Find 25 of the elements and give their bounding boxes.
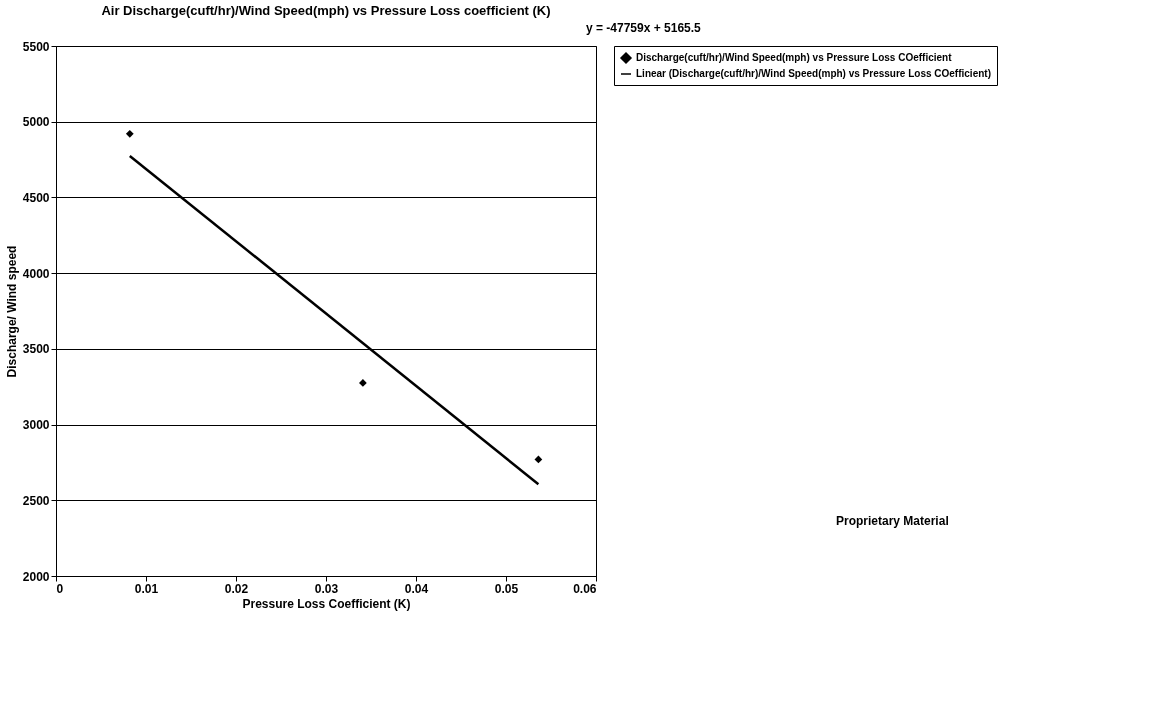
y-tick-label: 5000 [22, 115, 50, 130]
text: Proprietary Material [836, 514, 949, 528]
x-tick-label: 0.02 [224, 581, 249, 596]
point [534, 455, 543, 464]
text: y = -47759x + 5165.5 [586, 21, 702, 35]
x-tick-label: 0.05 [494, 581, 519, 596]
y-tick-label: 2000 [22, 569, 50, 584]
y-tick-label: 2500 [22, 493, 50, 508]
y-tick-label: 3000 [22, 418, 50, 433]
chart-title: Air Discharge(cuft/hr)/Wind Speed(mph) vs Pressure Loss coefficient (K) [101, 3, 551, 18]
y-tick-label: 4000 [22, 266, 50, 281]
x-axis-title: Pressure Loss Coefficient (K) [242, 596, 411, 611]
y-tick-label: 5500 [22, 39, 50, 54]
y-tick-label: 3500 [22, 342, 50, 357]
legend-label: Linear (Discharge(cuft/hr)/Wind Speed(mph) vs Pressure Loss COefficient) [636, 68, 991, 79]
point [125, 129, 134, 138]
point [359, 379, 367, 387]
legend-label: Discharge(cuft/hr)/Wind Speed(mph) vs Pressure Loss COefficient [636, 52, 953, 63]
y-axis-title: Discharge/ Wind speed [4, 245, 19, 378]
x-tick-label: 0.01 [134, 581, 159, 596]
x-tick-label: 0 [56, 581, 64, 596]
x-tick-label: 0.03 [314, 581, 339, 596]
x-tick-label: 0.06 [573, 581, 597, 596]
x-tick-label: 0.04 [404, 581, 429, 596]
y-tick-label: 4500 [22, 190, 50, 205]
